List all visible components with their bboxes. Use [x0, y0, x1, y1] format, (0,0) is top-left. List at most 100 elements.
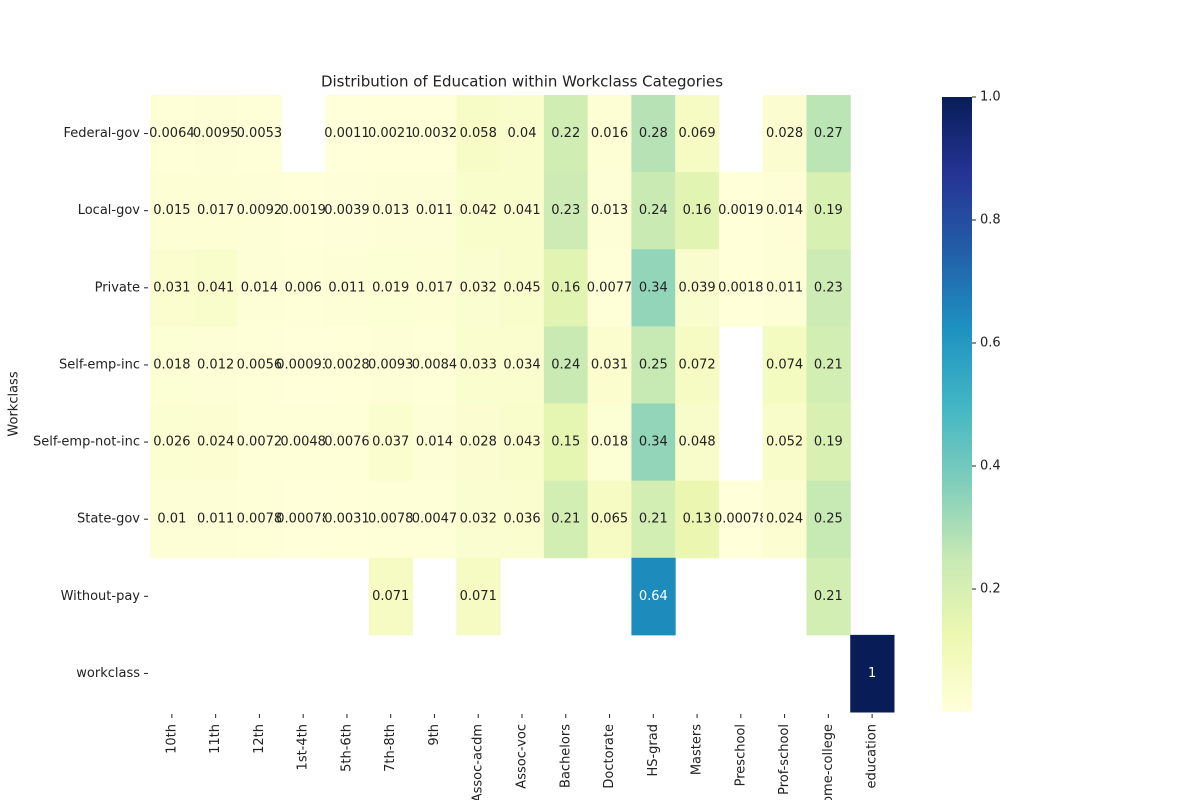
heatmap-cell — [631, 480, 676, 559]
cell-label: 0.024 — [766, 512, 803, 527]
cell-label: 0.069 — [678, 126, 715, 141]
heatmap-cell — [456, 172, 501, 250]
x-tick-label: Some-college — [821, 724, 836, 800]
heatmap-cell — [237, 403, 282, 482]
cell-label: 0.0077 — [587, 280, 633, 295]
heatmap-cell — [368, 249, 414, 327]
cell-label: 0.0093 — [368, 357, 414, 372]
cell-label: 0.19 — [814, 435, 843, 450]
heatmap-cell — [456, 557, 501, 636]
cell-label: 0.0076 — [324, 435, 370, 450]
cell-label: 0.034 — [503, 357, 540, 372]
cell-label: 0.016 — [591, 126, 628, 141]
cell-label: 0.25 — [814, 512, 843, 527]
heatmap-cell — [325, 326, 370, 404]
heatmap-cell — [193, 480, 239, 559]
cell-label: 0.026 — [153, 435, 190, 450]
heatmap-cell — [412, 249, 457, 327]
x-tick-label: Assoc-voc — [515, 724, 530, 789]
heatmap-cell — [675, 172, 720, 250]
heatmap-cell — [543, 403, 589, 482]
heatmap-cell — [675, 403, 720, 482]
heatmap-cell — [587, 480, 632, 559]
cell-label: 0.0019 — [718, 203, 764, 218]
heatmap-cell — [500, 403, 545, 482]
cell-label: 0.011 — [197, 512, 234, 527]
cell-label: 0.011 — [416, 203, 453, 218]
heatmap-cell — [631, 326, 676, 404]
cell-label: 0.011 — [766, 280, 803, 295]
cell-label: 0.031 — [591, 357, 628, 372]
heatmap-cell — [806, 172, 851, 250]
y-tick-label: Self-emp-inc — [59, 357, 140, 372]
colorbar — [942, 97, 972, 712]
heatmap-cell — [368, 172, 414, 250]
heatmap-cell — [500, 480, 545, 559]
x-tick-label: 7th-8th — [383, 724, 398, 772]
cell-label: 0.15 — [551, 435, 580, 450]
cell-label: 0.21 — [814, 357, 843, 372]
cell-label: 0.22 — [551, 126, 580, 141]
heatmap-cell — [762, 403, 807, 482]
cell-label: 0.64 — [639, 589, 668, 604]
cell-label: 0.00078 — [714, 512, 768, 527]
cell-label: 0.0021 — [368, 126, 414, 141]
heatmap-cell — [806, 249, 851, 327]
cell-label: 0.036 — [503, 512, 540, 527]
cell-label: 0.0048 — [280, 435, 326, 450]
heatmap-cell — [150, 172, 195, 250]
cell-label: 0.041 — [197, 280, 234, 295]
heatmap-cell — [237, 480, 282, 559]
x-tick-label: Prof-school — [777, 724, 792, 795]
cell-label: 0.013 — [591, 203, 628, 218]
x-tick-label: 11th — [208, 724, 223, 754]
chart-title: Distribution of Education within Workcla… — [321, 73, 723, 91]
heatmap-cell — [587, 403, 632, 482]
heatmap-cell — [150, 326, 195, 404]
heatmap-cell — [631, 172, 676, 250]
cell-label: 0.017 — [197, 203, 234, 218]
x-tick-label: 12th — [252, 724, 267, 754]
heatmap-cell — [718, 480, 764, 559]
heatmap-cell — [806, 480, 851, 559]
cell-label: 0.0032 — [412, 126, 458, 141]
cell-label: 0.048 — [678, 435, 715, 450]
heatmap-cell — [193, 249, 239, 327]
heatmap-cell — [237, 249, 282, 327]
heatmap-cell — [806, 557, 851, 636]
heatmap-cell — [543, 249, 589, 327]
cell-label: 0.018 — [153, 357, 190, 372]
cell-label: 0.0078 — [368, 512, 414, 527]
cell-label: 0.16 — [551, 280, 580, 295]
x-tick-label: Assoc-acdm — [471, 724, 486, 800]
heatmap-cell — [368, 95, 414, 173]
heatmap-cell — [762, 172, 807, 250]
cell-label: 0.0031 — [324, 512, 370, 527]
heatmap-cell — [412, 95, 457, 173]
heatmap-cell — [762, 249, 807, 327]
x-tick-label: 5th-6th — [339, 724, 354, 772]
cell-label: 0.0064 — [149, 126, 195, 141]
colorbar-tick-label: 1.0 — [980, 90, 1001, 105]
y-tick-label: Federal-gov — [63, 126, 140, 141]
cell-label: 0.014 — [766, 203, 803, 218]
cell-label: 0.017 — [416, 280, 453, 295]
cell-label: 0.00093 — [276, 357, 330, 372]
cell-label: 0.037 — [372, 435, 409, 450]
cell-label: 0.21 — [814, 589, 843, 604]
heatmap-cell — [412, 326, 457, 404]
heatmap-cell — [368, 403, 414, 482]
heatmap-cell — [456, 326, 501, 404]
y-tick-label: Local-gov — [78, 203, 141, 218]
cell-label: 0.24 — [551, 357, 580, 372]
y-tick-label: Without-pay — [61, 589, 141, 604]
heatmap-cell — [150, 480, 195, 559]
heatmap-cell — [456, 249, 501, 327]
heatmap-cell — [281, 403, 326, 482]
heatmap-cell — [806, 326, 851, 404]
cell-label: 0.011 — [328, 280, 365, 295]
heatmap-cell — [325, 249, 370, 327]
cell-label: 0.25 — [639, 357, 668, 372]
heatmap-cell — [281, 326, 326, 404]
